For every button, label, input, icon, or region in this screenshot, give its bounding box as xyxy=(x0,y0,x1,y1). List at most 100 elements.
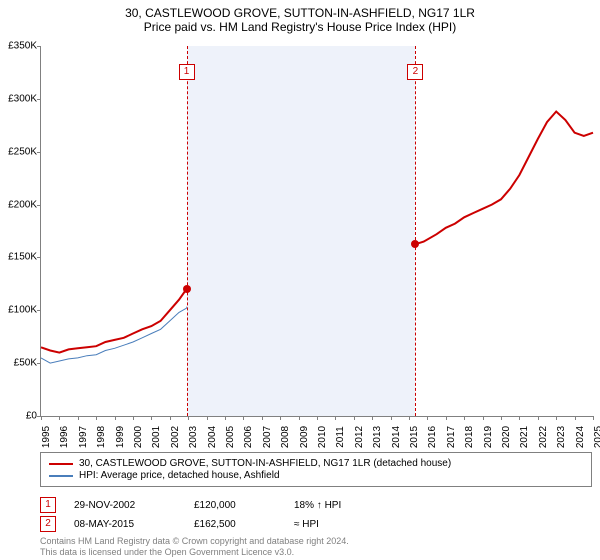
x-tick-mark xyxy=(41,416,42,420)
x-tick-label: 2007 xyxy=(262,426,273,448)
x-tick-label: 2012 xyxy=(354,426,365,448)
y-tick-mark xyxy=(37,46,41,47)
sale-vline xyxy=(187,46,188,416)
chart-plot-area: £0£50K£100K£150K£200K£250K£300K£350K1995… xyxy=(40,46,593,417)
x-tick-label: 2016 xyxy=(427,426,438,448)
sale-price: £120,000 xyxy=(194,500,294,511)
x-tick-mark xyxy=(335,416,336,420)
x-tick-mark xyxy=(133,416,134,420)
sale-marker-label: 2 xyxy=(407,64,423,80)
x-tick-mark xyxy=(262,416,263,420)
x-tick-mark xyxy=(280,416,281,420)
sale-vline xyxy=(415,46,416,416)
x-tick-label: 2006 xyxy=(243,426,254,448)
sale-date: 29-NOV-2002 xyxy=(74,500,194,511)
legend-label: 30, CASTLEWOOD GROVE, SUTTON-IN-ASHFIELD… xyxy=(79,458,451,469)
x-tick-label: 2000 xyxy=(133,426,144,448)
x-tick-mark xyxy=(243,416,244,420)
x-tick-mark xyxy=(170,416,171,420)
legend-swatch xyxy=(49,463,73,465)
x-tick-label: 2009 xyxy=(299,426,310,448)
chart-container: 30, CASTLEWOOD GROVE, SUTTON-IN-ASHFIELD… xyxy=(0,0,600,560)
sale-date: 08-MAY-2015 xyxy=(74,519,194,530)
y-tick-label: £350K xyxy=(0,41,37,52)
footnote: Contains HM Land Registry data © Crown c… xyxy=(40,536,349,558)
x-tick-mark xyxy=(151,416,152,420)
sale-marker-label: 1 xyxy=(179,64,195,80)
y-tick-mark xyxy=(37,310,41,311)
x-tick-label: 2018 xyxy=(464,426,475,448)
legend-row: HPI: Average price, detached house, Ashf… xyxy=(49,470,583,481)
x-tick-label: 2001 xyxy=(151,426,162,448)
x-tick-mark xyxy=(391,416,392,420)
title-address: 30, CASTLEWOOD GROVE, SUTTON-IN-ASHFIELD… xyxy=(0,6,600,20)
x-tick-mark xyxy=(556,416,557,420)
x-tick-mark xyxy=(188,416,189,420)
sale-price: £162,500 xyxy=(194,519,294,530)
x-tick-mark xyxy=(409,416,410,420)
sale-number-badge: 1 xyxy=(40,497,56,513)
x-tick-label: 2017 xyxy=(446,426,457,448)
y-tick-label: £50K xyxy=(0,358,37,369)
x-tick-mark xyxy=(59,416,60,420)
y-tick-label: £150K xyxy=(0,252,37,263)
x-tick-label: 2010 xyxy=(317,426,328,448)
y-tick-label: £250K xyxy=(0,146,37,157)
y-tick-mark xyxy=(37,257,41,258)
title-block: 30, CASTLEWOOD GROVE, SUTTON-IN-ASHFIELD… xyxy=(0,0,600,36)
x-tick-label: 2003 xyxy=(188,426,199,448)
x-tick-mark xyxy=(501,416,502,420)
y-tick-label: £200K xyxy=(0,199,37,210)
sale-number-badge: 2 xyxy=(40,516,56,532)
sale-delta: 18% ↑ HPI xyxy=(294,500,414,511)
x-tick-mark xyxy=(427,416,428,420)
x-tick-label: 2002 xyxy=(170,426,181,448)
x-tick-label: 2019 xyxy=(483,426,494,448)
x-tick-mark xyxy=(96,416,97,420)
x-tick-label: 2020 xyxy=(501,426,512,448)
x-tick-label: 2025 xyxy=(593,426,600,448)
x-tick-mark xyxy=(446,416,447,420)
x-tick-mark xyxy=(354,416,355,420)
x-tick-mark xyxy=(317,416,318,420)
x-tick-label: 1998 xyxy=(96,426,107,448)
sale-row: 2 08-MAY-2015£162,500≈ HPI xyxy=(40,516,414,532)
sale-marker-dot xyxy=(411,240,419,248)
y-tick-mark xyxy=(37,205,41,206)
legend-box: 30, CASTLEWOOD GROVE, SUTTON-IN-ASHFIELD… xyxy=(40,452,592,487)
x-tick-label: 1997 xyxy=(78,426,89,448)
x-tick-label: 2015 xyxy=(409,426,420,448)
x-tick-mark xyxy=(78,416,79,420)
x-tick-label: 1995 xyxy=(41,426,52,448)
footnote-line1: Contains HM Land Registry data © Crown c… xyxy=(40,536,349,547)
sale-delta: ≈ HPI xyxy=(294,519,414,530)
x-tick-mark xyxy=(575,416,576,420)
y-tick-label: £300K xyxy=(0,93,37,104)
x-tick-mark xyxy=(483,416,484,420)
x-tick-label: 2004 xyxy=(207,426,218,448)
legend-swatch xyxy=(49,475,73,477)
sale-row: 1 29-NOV-2002£120,00018% ↑ HPI xyxy=(40,497,414,513)
x-tick-mark xyxy=(372,416,373,420)
x-tick-mark xyxy=(207,416,208,420)
x-tick-label: 2014 xyxy=(391,426,402,448)
sale-marker-dot xyxy=(183,285,191,293)
x-tick-mark xyxy=(115,416,116,420)
legend-row: 30, CASTLEWOOD GROVE, SUTTON-IN-ASHFIELD… xyxy=(49,458,583,469)
x-tick-mark xyxy=(593,416,594,420)
y-tick-label: £100K xyxy=(0,305,37,316)
y-tick-label: £0 xyxy=(0,411,37,422)
y-tick-mark xyxy=(37,363,41,364)
highlight-band xyxy=(187,46,416,416)
legend-label: HPI: Average price, detached house, Ashf… xyxy=(79,470,280,481)
sales-table: 1 29-NOV-2002£120,00018% ↑ HPI 2 08-MAY-201… xyxy=(40,494,414,535)
x-tick-label: 2024 xyxy=(575,426,586,448)
title-subtitle: Price paid vs. HM Land Registry's House … xyxy=(0,20,600,34)
x-tick-label: 2023 xyxy=(556,426,567,448)
x-tick-label: 1996 xyxy=(59,426,70,448)
x-tick-label: 2011 xyxy=(335,426,346,448)
x-tick-label: 2008 xyxy=(280,426,291,448)
y-tick-mark xyxy=(37,99,41,100)
x-tick-mark xyxy=(225,416,226,420)
x-tick-mark xyxy=(464,416,465,420)
